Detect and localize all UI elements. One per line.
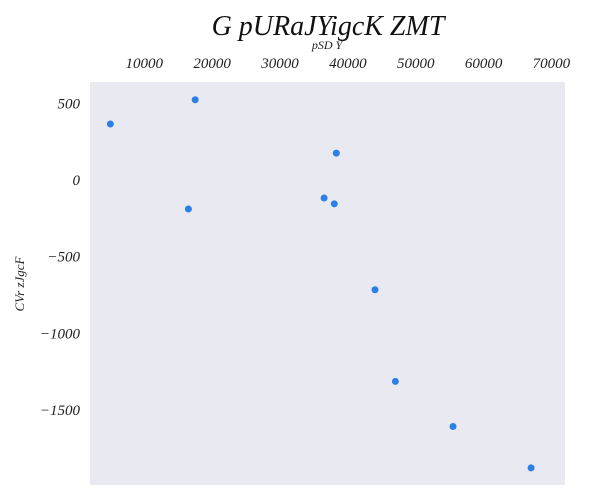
y-tick-label: 0 [73,173,81,189]
x-tick-label: 20000 [193,56,231,72]
y-tick-label: −500 [47,250,80,266]
data-point [332,149,340,157]
y-tick-label: 500 [58,96,81,112]
data-point [371,286,379,294]
x-tick-label: 10000 [126,56,164,72]
data-points [106,96,535,472]
data-point [449,422,457,430]
y-tick-label: −1000 [40,326,81,342]
x-tick-label: 30000 [260,56,299,72]
x-axis-label: pSD Y [311,38,344,52]
y-tick-label: −1500 [40,403,81,419]
data-point [527,464,535,472]
chart-title: G pURaJYigcK ZMT [212,11,447,42]
plot-area [90,82,565,485]
data-point [330,200,338,208]
data-point [391,377,399,385]
x-tick-label: 50000 [397,56,435,72]
x-tick-label: 70000 [533,56,571,72]
data-point [106,120,114,128]
data-point [320,194,328,202]
x-tick-labels: 10000 20000 30000 40000 50000 60000 70000 [126,56,571,72]
data-point [191,96,199,104]
data-point [184,205,192,213]
y-tick-labels: 500 0 −500 −1000 −1500 [40,96,81,418]
x-tick-label: 60000 [465,56,503,72]
x-tick-label: 40000 [329,56,367,72]
y-axis-label: CVr zJgcF [12,255,27,311]
